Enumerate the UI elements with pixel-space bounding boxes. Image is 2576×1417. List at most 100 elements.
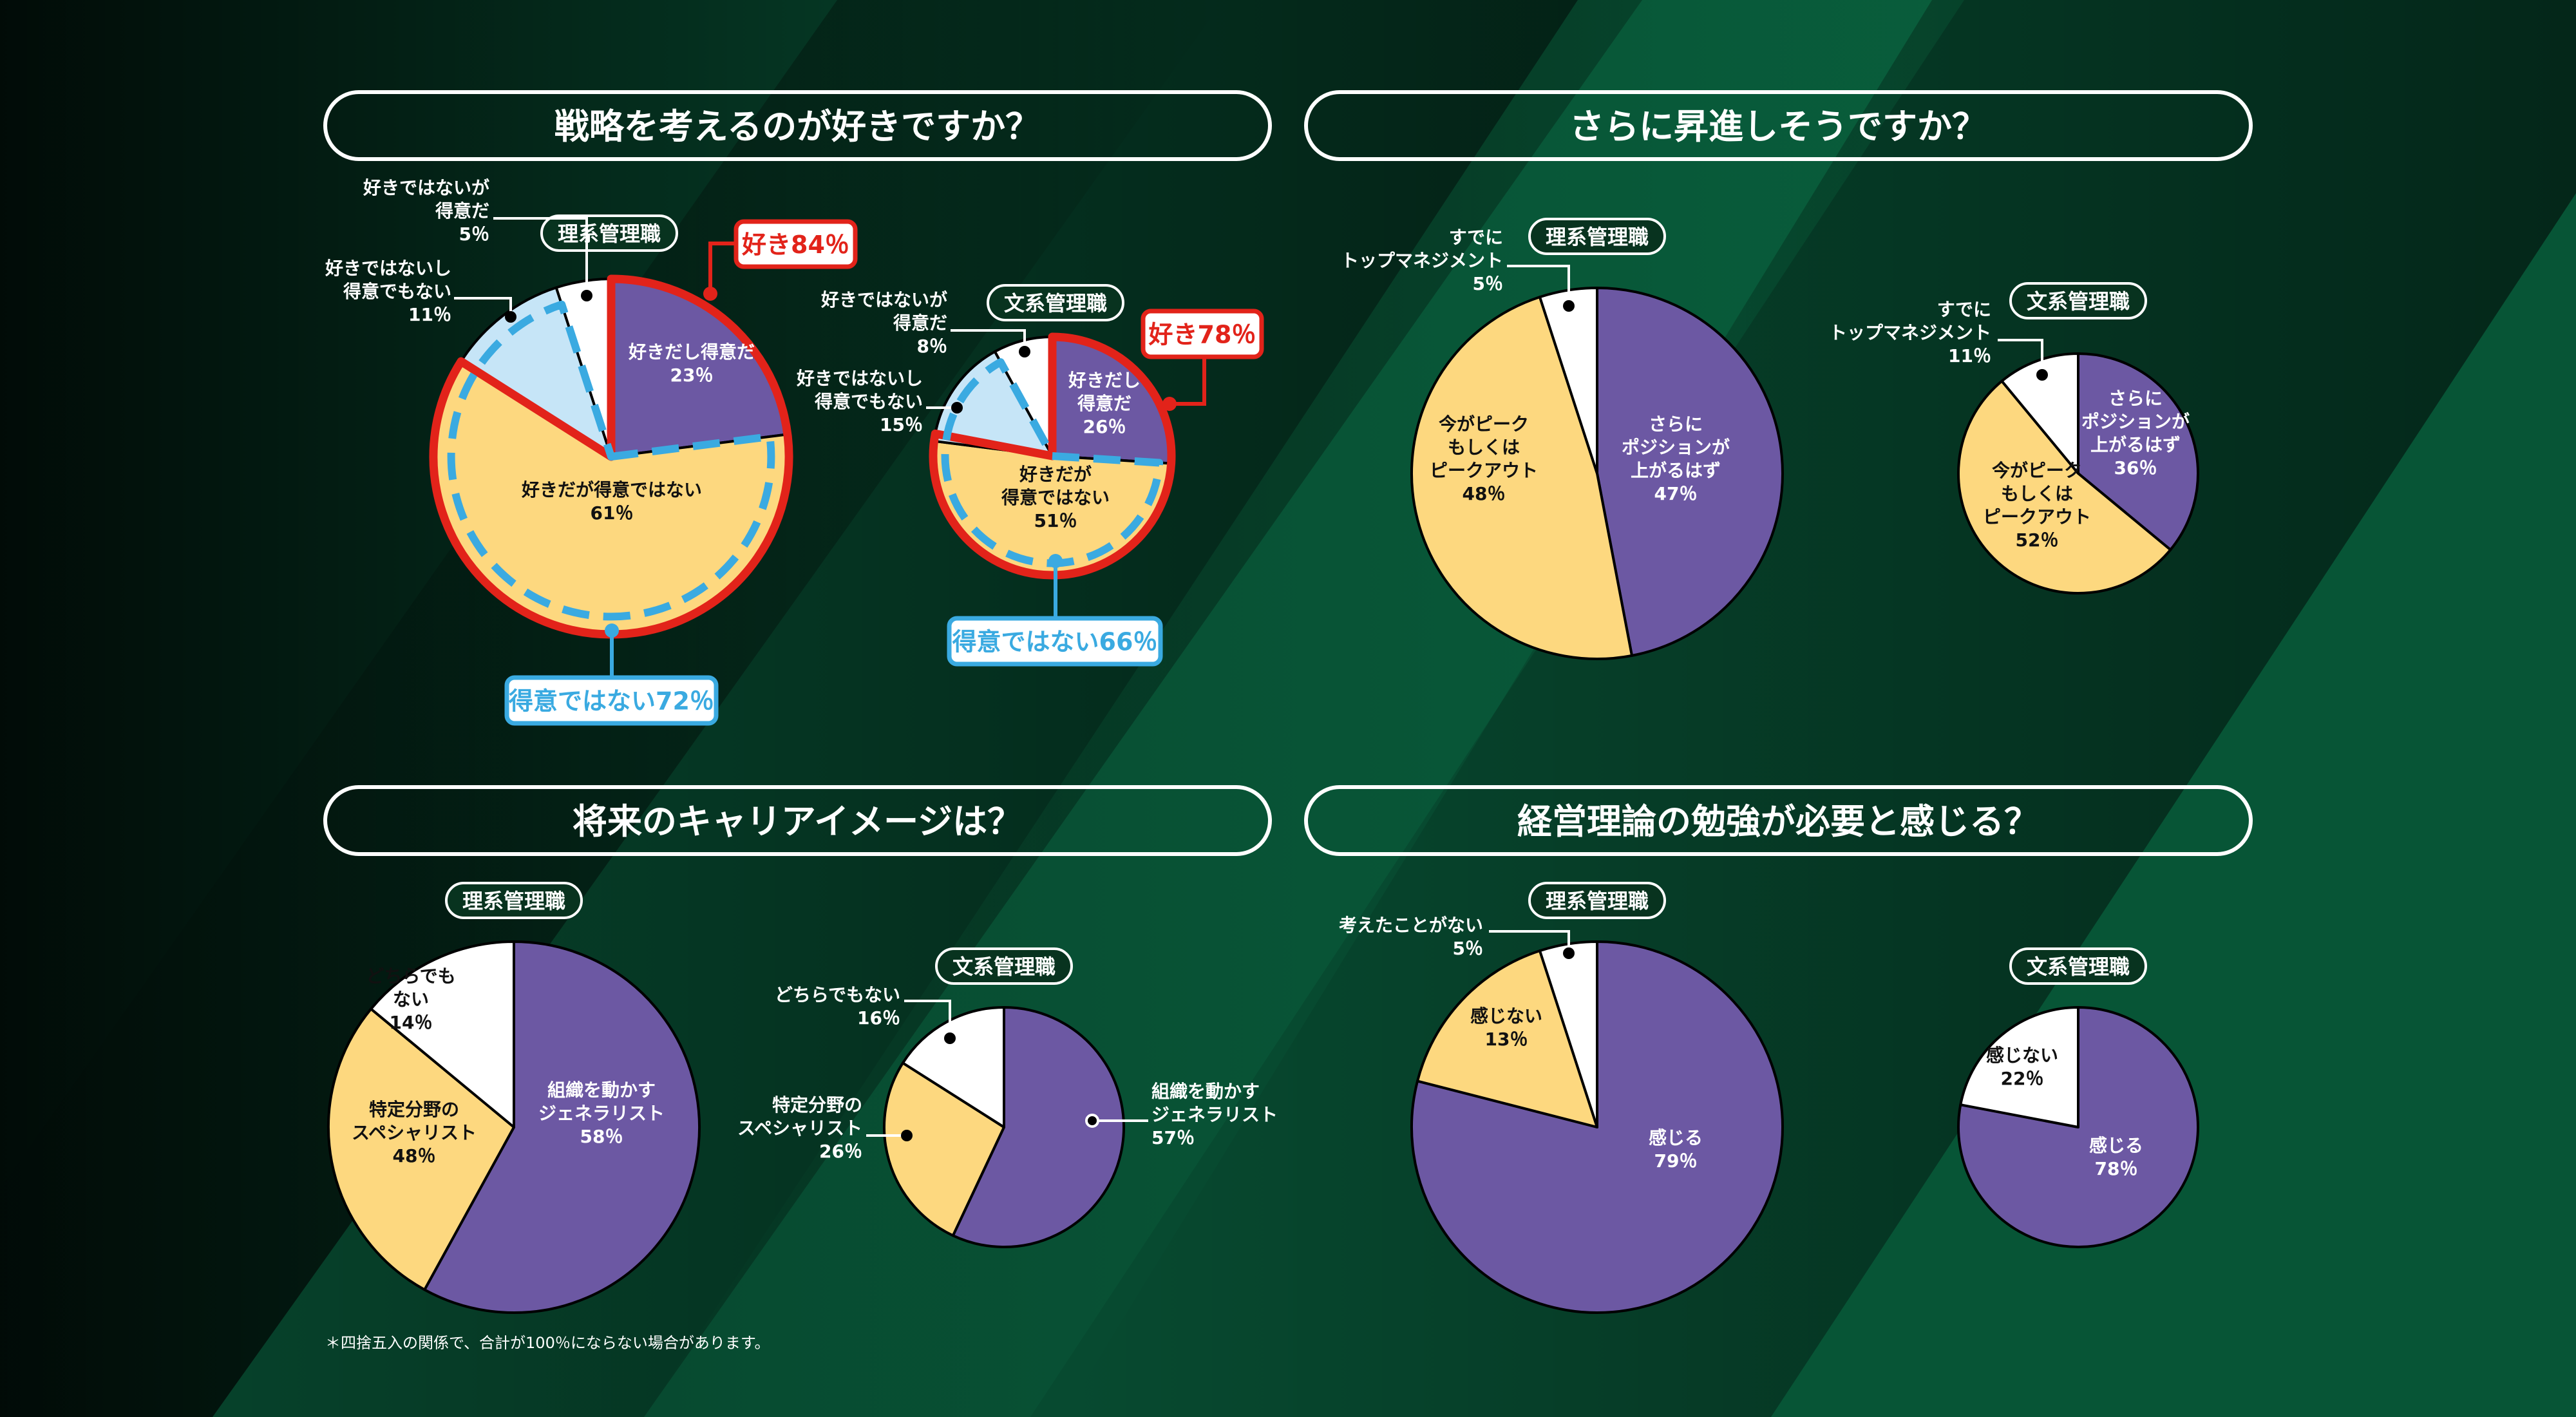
panel-title: 経営理論の勉強が必要と感じる？ [1517,801,2039,842]
label-leader [951,329,1026,352]
slice-value: 78％ [2095,1158,2138,1179]
slice-label: ピークアウト [1983,506,2091,528]
slice-label: 好きではないし [325,258,451,279]
like-outline [929,332,1176,580]
pie-slice [327,1007,515,1291]
label-leader [1489,930,1570,953]
leader-dot [1563,300,1575,312]
panel-title: 戦略を考えるのが好きですか？ [554,106,1040,147]
pie-slice [1416,949,1598,1128]
callout-dot [1048,554,1063,568]
slice-label: 好きだが得意ではない [521,479,702,500]
slice-label: 得意だ [1077,393,1132,414]
leader-dot [1019,346,1030,357]
slice-value: 22％ [2001,1068,2044,1089]
slice-label: 感じない [1470,1005,1542,1027]
label-leader [454,297,512,317]
pie-slice [901,1006,1005,1128]
group-tag [445,882,583,919]
callout-box [734,219,858,269]
label-leader [1507,265,1570,306]
slice-value: 15％ [880,414,923,435]
panel-title-pill [323,785,1272,856]
pie-slice [1959,1006,2079,1128]
slice-value: 61％ [591,502,634,524]
pie-chart: 好き78％得意ではない66％文系管理職好きだし得意だ26％好きだが得意ではない5… [796,284,1264,667]
pie-slice [2077,352,2199,551]
leader-dot [1085,1114,1099,1128]
slice-label: 特定分野の [772,1094,862,1116]
slice-label: トップマネジメント [1829,322,1991,343]
pie-slice [1410,296,1633,661]
group-tag [1528,218,1666,255]
group-tag [935,947,1073,985]
slice-label: 感じる [1649,1127,1703,1148]
slice-label: 好きではないが [820,289,947,310]
callout-box [947,616,1163,667]
callout-label: 好き78％ [1148,321,1256,349]
slice-label: ポジションが [2081,411,2190,432]
leader-dot [581,290,592,301]
slice-label: すでに [1937,299,1991,320]
not-good-outline [941,358,1164,567]
pie-slice [370,940,515,1128]
slice-label: すでに [1449,227,1503,248]
slice-value: 5％ [459,223,489,245]
panel-title-pill [323,90,1272,161]
slice-value: 48％ [1463,483,1506,504]
slice-value: 23％ [670,365,714,386]
leader-dot [951,402,963,414]
panel-theory: 経営理論の勉強が必要と感じる？ [1304,785,2253,856]
slice-value: 11％ [408,304,451,325]
slice-value: 47％ [1654,483,1698,504]
leader-dot [944,1032,956,1044]
slice-value: 79％ [1654,1150,1698,1172]
slice-label: 好きではないし [796,368,923,389]
pie-slice [951,1006,1125,1248]
slice-value: 51％ [1034,510,1077,531]
slice-label: ポジションが [1622,437,1730,458]
like-outline [429,274,793,639]
slice-label: 今がピーク [1439,414,1529,435]
slice-label: 感じない [1986,1045,2058,1066]
slice-label: どちらでも [366,965,455,987]
callout-label: 得意ではない66％ [952,628,1158,656]
leader-dot [1563,947,1575,959]
panel-title: 将来のキャリアイメージは？ [573,801,1022,842]
leader-dot [2036,369,2048,381]
slice-label: どちらでもない [775,984,900,1005]
callout-leader [708,242,736,294]
group-tag [2009,282,2147,319]
panel-title: さらに昇進しそうですか？ [1569,106,1987,147]
pie-slice [1410,940,1784,1314]
panel-title-pill [1304,785,2253,856]
not-good-outline [447,300,775,621]
slice-label: 上がるはず [1631,460,1721,481]
pie-slice [2000,352,2079,475]
footnote: ＊四捨五入の関係で、合計が100％にならない場合があります。 [325,1334,770,1352]
pie-slice [1596,287,1784,657]
slice-label: 組織を動かす [547,1079,656,1101]
callout-label: 得意ではない72％ [509,687,714,716]
slice-label: 得意でもない [343,281,451,302]
slice-label: 得意でもない [814,391,923,412]
slice-label: 特定分野の [369,1099,459,1120]
slice-label: さらに [2108,388,2163,409]
group-tag-label: 文系管理職 [952,955,1056,979]
panel-title-pill [1304,90,2253,161]
panel-strategy: 戦略を考えるのが好きですか？ [323,90,1272,161]
slice-label: 得意ではない [1001,487,1110,508]
slice-label: トップマネジメント [1341,250,1503,271]
slice-value: 57％ [1151,1127,1195,1148]
pie-slice [1957,1006,2199,1248]
slice-value: 52％ [2016,529,2059,551]
pie-slice [423,940,701,1314]
slice-label: 今がピーク [1992,460,2082,481]
label-leader [904,1000,951,1038]
slice-label: 感じる [2089,1135,2143,1156]
